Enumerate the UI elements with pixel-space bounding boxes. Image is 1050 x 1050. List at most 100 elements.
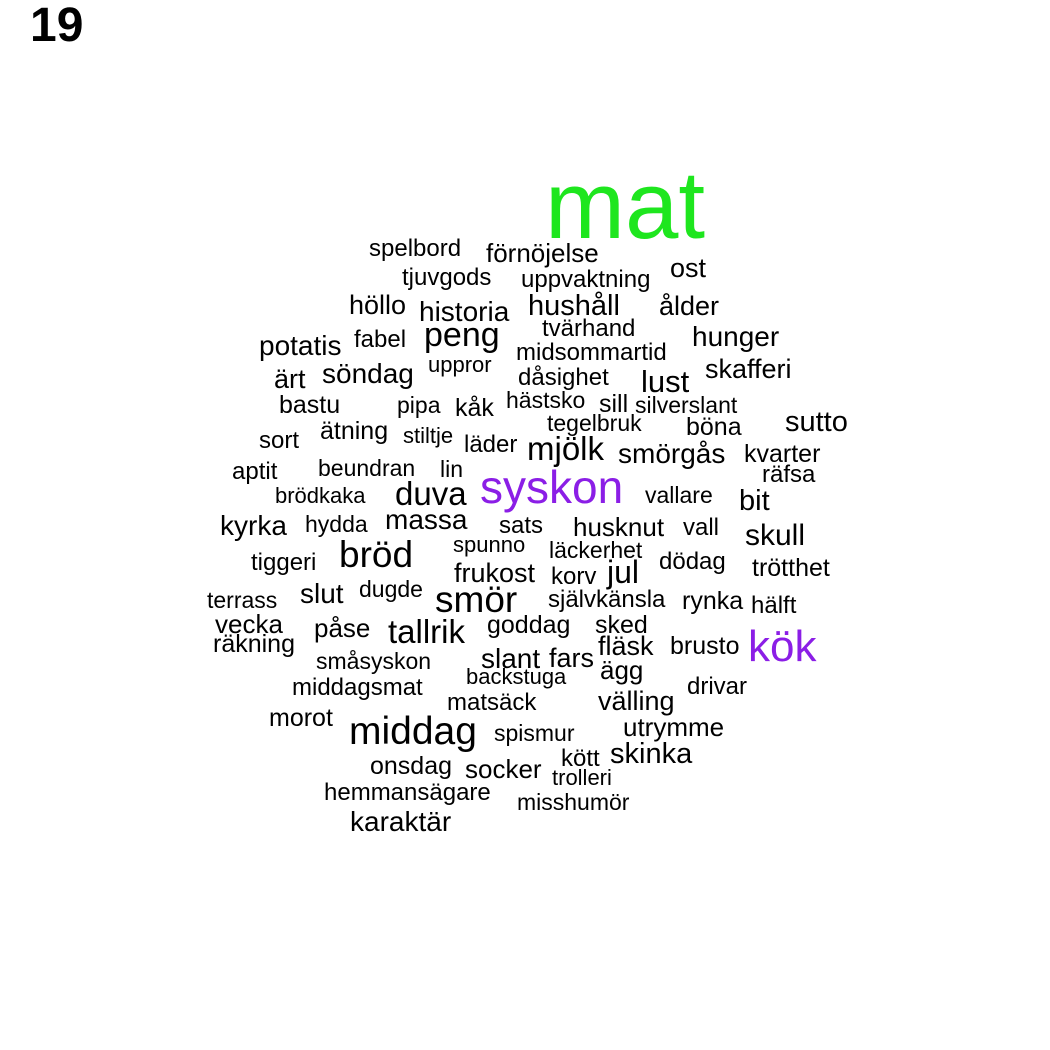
word-64: slut (300, 578, 344, 609)
word-13: potatis (259, 330, 342, 361)
word-52: husknut (573, 512, 665, 542)
word-44: brödkaka (275, 483, 366, 508)
word-1: syskon (480, 461, 624, 513)
word-90: utrymme (623, 712, 725, 742)
word-9: historia (419, 296, 510, 327)
word-28: sill (599, 390, 629, 418)
word-97: hemmansägare (324, 779, 491, 806)
word-96: trolleri (552, 765, 612, 790)
word-61: korv (551, 563, 597, 590)
word-45: duva (395, 475, 467, 512)
word-17: midsommartid (516, 339, 667, 366)
word-27: hästsko (506, 387, 586, 413)
word-18: uppror (428, 352, 492, 377)
word-87: välling (598, 686, 675, 716)
word-43: räfsa (762, 461, 816, 488)
word-16: hunger (692, 321, 780, 352)
word-91: spismur (494, 720, 575, 746)
word-71: vecka (215, 609, 283, 639)
word-8: höllo (349, 290, 407, 320)
word-19: ärt (274, 364, 306, 394)
word-0: mat (545, 152, 706, 259)
word-63: trötthet (752, 554, 830, 582)
word-15: peng (424, 316, 500, 354)
panel-number-label: 19 (30, 0, 84, 52)
word-57: läckerhet (549, 537, 643, 563)
word-94: onsdag (370, 752, 453, 780)
word-5: tjuvgods (402, 264, 492, 291)
word-55: bröd (339, 534, 414, 575)
word-34: sort (259, 427, 300, 454)
word-51: sats (499, 512, 544, 539)
word-2: kök (748, 622, 817, 671)
word-10: hushåll (528, 290, 620, 322)
word-48: kyrka (220, 510, 287, 541)
word-77: fläsk (598, 631, 654, 661)
word-76: räkning (213, 630, 295, 658)
word-49: hydda (305, 511, 368, 537)
word-21: dåsighet (518, 364, 609, 391)
word-66: terrass (207, 587, 278, 613)
word-12: tvärhand (542, 315, 636, 342)
word-23: skafferi (705, 354, 792, 384)
word-24: bastu (279, 391, 341, 419)
word-80: slant (481, 643, 541, 674)
word-73: goddag (487, 611, 571, 639)
word-98: misshumör (517, 789, 630, 815)
word-69: rynka (682, 587, 744, 615)
word-70: hälft (751, 592, 797, 619)
word-53: vall (683, 514, 720, 541)
word-93: skinka (610, 738, 693, 770)
word-46: vallare (645, 482, 713, 508)
word-14: fabel (354, 326, 407, 353)
word-37: mjölk (527, 430, 605, 467)
word-58: tiggeri (251, 549, 317, 576)
word-75: tallrik (388, 613, 466, 650)
word-99: karaktär (350, 806, 452, 837)
word-83: backstuga (466, 664, 567, 689)
word-38: smörgås (618, 438, 726, 469)
word-6: uppvaktning (521, 266, 651, 293)
word-79: småsyskon (316, 648, 432, 674)
word-59: dödag (659, 548, 726, 575)
word-50: massa (385, 504, 468, 535)
word-86: matsäck (447, 689, 537, 716)
word-47: bit (739, 485, 770, 517)
word-82: ägg (600, 655, 644, 685)
word-20: söndag (322, 358, 414, 389)
word-54: skull (745, 519, 806, 552)
word-62: jul (607, 554, 640, 590)
word-74: sked (595, 611, 648, 639)
word-22: lust (641, 364, 690, 399)
word-42: lin (440, 456, 464, 482)
word-30: ätning (320, 417, 389, 445)
word-88: morot (269, 704, 333, 732)
word-41: beundran (318, 455, 416, 481)
word-31: tegelbruk (547, 410, 642, 436)
word-25: pipa (397, 392, 441, 418)
word-29: silverslant (635, 392, 738, 418)
word-35: stiltje (403, 423, 454, 448)
word-33: sutto (785, 406, 848, 438)
word-39: kvarter (744, 440, 821, 468)
word-84: middagsmat (292, 674, 423, 701)
word-67: smör (435, 579, 518, 620)
word-89: middag (349, 710, 477, 753)
word-40: aptit (232, 458, 278, 485)
word-32: böna (686, 413, 742, 441)
word-11: ålder (659, 291, 720, 321)
word-65: dugde (359, 576, 423, 602)
word-72: påse (314, 613, 371, 643)
word-26: kåk (455, 394, 494, 422)
word-56: spunno (453, 532, 526, 557)
word-85: drivar (687, 673, 748, 700)
word-78: brusto (670, 632, 740, 660)
word-60: frukost (454, 558, 536, 588)
word-92: kött (561, 745, 600, 772)
word-3: spelbord (369, 235, 462, 262)
word-4: förnöjelse (486, 238, 599, 268)
word-95: socker (465, 754, 542, 784)
word-7: ost (670, 253, 707, 283)
word-36: läder (464, 431, 518, 458)
